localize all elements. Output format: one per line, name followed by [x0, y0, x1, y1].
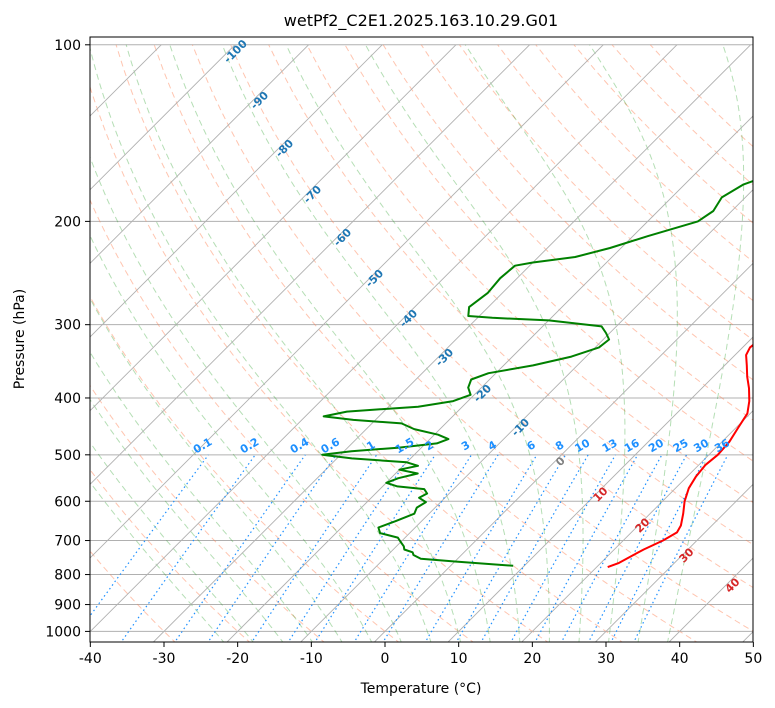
dry-adiabat	[497, 44, 753, 302]
mixing-ratio-line	[207, 454, 337, 642]
mixing-ratio-line	[90, 454, 209, 617]
mixing-ratio-line	[120, 454, 256, 642]
dewpoint-profile-line	[321, 180, 753, 567]
axes: -40 -30 -20 -10 0 10 20 30 40 50 100 200 300 400 500 60…	[45, 38, 762, 667]
isotherm-line	[594, 483, 753, 642]
isotherm-line	[90, 44, 236, 191]
isotherm-line	[226, 115, 753, 642]
mixing-ratio-line	[314, 454, 436, 642]
moist-adiabat	[667, 44, 745, 642]
y-tick-label: 500	[54, 448, 81, 464]
isotherm-line	[90, 44, 383, 338]
dry-adiabat	[459, 44, 753, 341]
mixing-ratio-line	[588, 454, 688, 642]
isotherm-line	[521, 410, 753, 642]
moist-adiabat	[285, 44, 550, 642]
isotherm-line	[90, 44, 457, 412]
isotherm-line	[373, 262, 753, 642]
mixing-ratio-line	[251, 454, 378, 642]
mixing-ratio-line	[287, 454, 411, 642]
y-tick-label: 300	[54, 318, 81, 334]
x-tick-label: 40	[671, 651, 689, 667]
y-tick-label: 200	[54, 214, 81, 230]
isotherm-line	[90, 44, 678, 633]
isotherm-line	[300, 189, 753, 642]
mixing-ratio-lines	[90, 454, 729, 642]
y-tick-label: 600	[54, 494, 81, 510]
dry-adiabat	[115, 44, 624, 642]
dry-adiabat	[90, 85, 549, 642]
mixing-ratio-line	[174, 454, 306, 642]
x-tick-label: -30	[153, 651, 176, 667]
dry-adiabat	[420, 44, 753, 381]
moist-adiabat	[90, 297, 343, 642]
x-tick-label: 30	[597, 651, 615, 667]
moist-adiabats	[90, 44, 745, 642]
isotherm-line	[90, 44, 309, 265]
x-tick-label: 10	[450, 651, 468, 667]
y-tick-label: 1000	[45, 624, 81, 640]
y-tick-label: 800	[54, 568, 81, 584]
x-tick-label: -20	[226, 651, 249, 667]
y-tick-label: 900	[54, 598, 81, 614]
mixing-ratio-line	[633, 454, 729, 642]
mixing-ratio-line	[382, 454, 499, 642]
dry-adiabat	[268, 44, 753, 546]
mixing-ratio-line	[353, 454, 473, 642]
moist-adiabat	[589, 44, 678, 642]
y-tick-label: 400	[54, 391, 81, 407]
moist-adiabat	[90, 398, 284, 642]
plot-frame	[89, 36, 754, 643]
isotherm-line	[152, 44, 751, 642]
isotherm-line	[90, 44, 530, 486]
isotherm-line	[90, 44, 604, 559]
dry-adiabat	[191, 44, 753, 632]
x-tick-label: 20	[523, 651, 541, 667]
moist-adiabat	[90, 351, 314, 642]
moist-adiabat	[90, 46, 432, 642]
moist-adiabat	[90, 481, 225, 642]
dry-adiabat	[90, 468, 251, 642]
profile-lines	[321, 180, 753, 569]
isotherms	[90, 44, 753, 642]
moist-adiabat	[90, 234, 373, 642]
moist-adiabat	[464, 44, 626, 642]
dry-adiabats	[90, 44, 753, 642]
y-axis-title: Pressure (hPa)	[12, 289, 28, 389]
y-tick-label: 700	[54, 534, 81, 550]
dry-adiabat	[153, 44, 698, 642]
moist-adiabat	[365, 44, 584, 642]
moist-adiabat	[221, 44, 521, 642]
moist-adiabat	[169, 44, 491, 642]
isotherm-line	[447, 336, 753, 642]
mixing-ratio-line	[510, 454, 617, 642]
mixing-ratio-line	[480, 454, 589, 642]
chart-title: wetPf2_C2E1.2025.163.10.29.G01	[284, 11, 558, 31]
pressure-gridlines	[90, 44, 753, 632]
x-axis-title: Temperature (°C)	[360, 681, 482, 697]
dry-adiabat	[230, 44, 753, 589]
temperature-profile-line	[607, 343, 753, 569]
dry-adiabat	[306, 44, 753, 504]
mixing-ratio-line	[610, 454, 708, 642]
x-tick-label: 50	[744, 651, 762, 667]
moist-adiabat	[125, 44, 462, 642]
x-tick-label: -40	[79, 651, 102, 667]
x-tick-label: -10	[300, 651, 323, 667]
moist-adiabat	[90, 441, 254, 642]
x-tick-label: 0	[381, 651, 390, 667]
y-tick-label: 100	[54, 38, 81, 54]
